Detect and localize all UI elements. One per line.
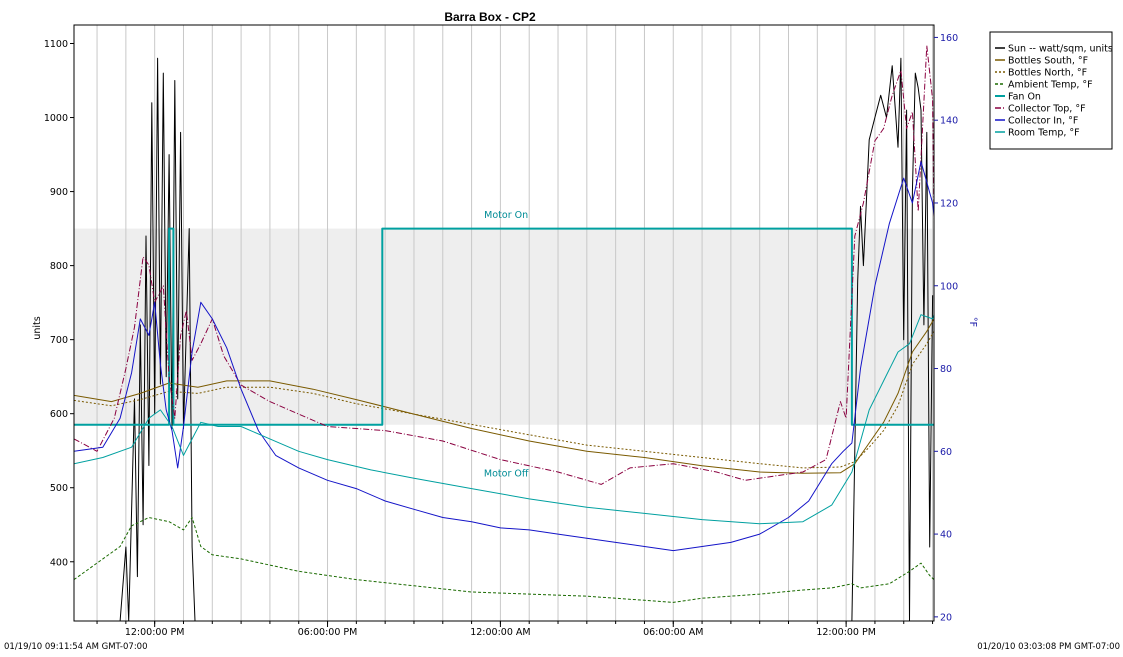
shaded-band-layer: [74, 228, 934, 425]
legend-label: Collector In, °F: [1008, 116, 1078, 127]
y2-tick-label: 20: [940, 612, 952, 623]
legend-label: Fan On: [1008, 92, 1041, 103]
y-tick-label: 400: [50, 557, 68, 568]
series-line-collector-in-f: [74, 161, 934, 552]
y-tick-label: 800: [50, 261, 68, 272]
start-timestamp: 01/19/10 09:11:54 AM GMT-07:00: [4, 642, 148, 652]
series-line-room-temp-f: [74, 314, 934, 525]
series-line-bottles-south-f: [74, 318, 934, 474]
y2-tick-label: 80: [940, 364, 952, 375]
label-layer: 400 500 600 700 800 900 1000 1100 20 40 60 80 100 120…: [44, 33, 958, 638]
legend-label: Bottles South, °F: [1008, 56, 1088, 67]
y-tick-label: 700: [50, 335, 68, 346]
chart-title: Barra Box - CP2: [444, 10, 536, 24]
y2-tick-label: 140: [940, 116, 958, 127]
y-axis-label: units: [32, 316, 43, 339]
legend-label: Ambient Temp, °F: [1008, 80, 1093, 91]
shaded-band: [74, 228, 934, 425]
y-tick-label: 500: [50, 483, 68, 494]
y2-tick-label: 60: [940, 447, 952, 458]
x-tick-label: 12:00:00 PM: [125, 627, 185, 638]
annotation-motor-off: Motor Off: [484, 469, 529, 480]
y-tick-label: 1100: [44, 39, 68, 50]
legend-label: Sun -- watt/sqm, units: [1008, 44, 1113, 55]
legend-box: [989, 31, 1113, 150]
annotation-motor-on: Motor On: [484, 210, 528, 221]
grid-layer: [96, 25, 934, 621]
y-tick-label: 600: [50, 409, 68, 420]
plot-border: [73, 24, 935, 622]
y2-tick-label: 160: [940, 33, 958, 44]
series-layer: [74, 45, 934, 621]
series-line-bottles-north-f: [74, 331, 934, 469]
series-line-fan-on: [74, 227, 934, 426]
legend-label: Collector Top, °F: [1008, 104, 1086, 115]
y2-tick-label: 120: [940, 198, 958, 209]
series-line-sun-watt-sqm-units: [74, 57, 934, 621]
y-tick-label: 900: [50, 187, 68, 198]
axis-layer: [70, 24, 938, 627]
y2-tick-label: 100: [940, 281, 958, 292]
series-line-ambient-temp-f: [74, 517, 934, 603]
x-tick-label: 06:00:00 PM: [298, 627, 358, 638]
y2-axis-label: °F: [967, 317, 978, 327]
x-tick-label: 06:00:00 AM: [643, 627, 703, 638]
series-line-collector-top-f: [74, 45, 934, 485]
legend-label: Room Temp, °F: [1008, 128, 1080, 139]
end-timestamp: 01/20/10 03:03:08 PM GMT-07:00: [977, 642, 1120, 652]
y-tick-label: 1000: [44, 113, 68, 124]
x-tick-label: 12:00:00 AM: [470, 627, 530, 638]
y2-tick-label: 40: [940, 530, 952, 541]
x-tick-label: 12:00:00 PM: [816, 627, 876, 638]
legend-label: Bottles North, °F: [1008, 68, 1087, 79]
